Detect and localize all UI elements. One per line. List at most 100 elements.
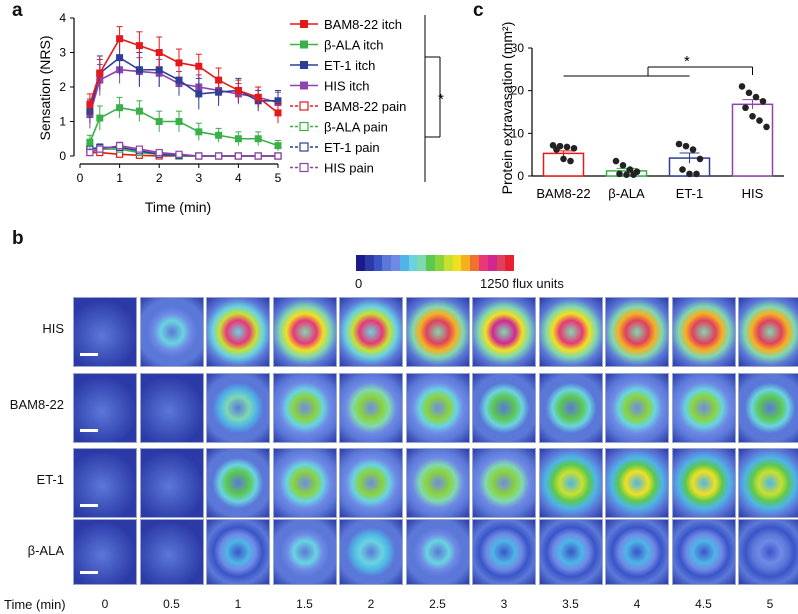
legend-label: ET-1 itch: [324, 58, 375, 73]
data-point: [175, 150, 183, 158]
chart-a-ytick-label: 0: [59, 149, 66, 163]
category-label: BAM8-22: [536, 186, 590, 201]
legend-marker: [299, 101, 309, 111]
heatmap-tile: [73, 448, 137, 518]
chart-a-xtick-label: 3: [195, 171, 202, 185]
data-dot: [619, 162, 627, 169]
category-label: HIS: [742, 186, 764, 201]
data-point: [135, 42, 143, 50]
panel-c-letter: c: [473, 0, 484, 21]
heatmap-tile: [738, 297, 798, 367]
data-dot: [616, 170, 623, 178]
heatmap-tile: [206, 519, 270, 585]
data-point: [155, 118, 163, 125]
data-dot: [682, 142, 690, 150]
row-label-bam8-22: BAM8-22: [9, 397, 64, 412]
data-point: [96, 69, 104, 77]
chart-c-ytick-label: 30: [511, 41, 525, 55]
colorbar-swatch: [356, 255, 365, 271]
chart-a-xtick-label: 5: [275, 171, 282, 185]
time-point-label: 2: [367, 597, 375, 611]
panel-c-bar-chart: 0 10 20 30 BAM8-22 β-ALA ET-1 HIS Protein extra…: [499, 22, 784, 201]
colorbar-swatch: [452, 255, 462, 271]
series-his-pain: [86, 141, 282, 160]
time-point-label: 1.5: [296, 597, 313, 611]
heatmap-tile: [538, 519, 603, 585]
series--ala-itch: [86, 96, 282, 151]
panel-a-letter: a: [12, 0, 23, 21]
data-point: [195, 128, 203, 136]
data-dot: [749, 112, 756, 120]
heatmap-tile: [272, 448, 337, 518]
heatmap-tile: [405, 519, 470, 585]
panel-a-significance: *: [438, 91, 444, 108]
data-dot: [693, 170, 700, 178]
data-dot: [560, 155, 567, 163]
heatmap-tile: [339, 373, 403, 443]
chart-c-ytick-label: 20: [511, 84, 525, 98]
data-point: [175, 118, 183, 125]
chart-a-xlabel: Time (min): [145, 199, 211, 215]
data-point: [155, 148, 163, 157]
heatmap-tile: [538, 297, 603, 367]
heatmap-tile: [738, 519, 798, 585]
panel-c-significance: *: [684, 53, 690, 70]
data-point: [254, 93, 262, 101]
legend-marker: [300, 61, 308, 69]
colorbar: [356, 255, 515, 271]
heatmap-tile: [339, 519, 403, 585]
series-line: [89, 106, 279, 147]
row-label-his: HIS: [42, 321, 64, 336]
legend-marker: [300, 81, 308, 90]
series-et-1-itch: [86, 39, 282, 124]
heatmap-tile: [671, 373, 736, 443]
data-dot: [563, 143, 571, 151]
colorbar-swatch: [487, 255, 497, 271]
data-point: [254, 152, 262, 160]
time-point-label: 4: [633, 597, 641, 611]
scale-bar: [80, 353, 98, 356]
legend-marker: [300, 40, 308, 49]
legend-label: ET-1 pain: [324, 140, 380, 155]
data-dot: [756, 117, 763, 124]
chart-a-ytick-label: 2: [59, 80, 66, 94]
heatmap-tile: [339, 297, 403, 367]
heatmap-tile: [206, 297, 270, 367]
scale-bar: [80, 571, 98, 574]
data-dot: [742, 104, 749, 112]
legend-marker: [299, 142, 309, 152]
heatmap-tile: [472, 448, 536, 518]
colorbar-swatch: [417, 255, 427, 271]
colorbar-swatch: [505, 255, 515, 271]
heatmap-tile: [405, 297, 470, 367]
heatmap-tile: [605, 448, 669, 518]
time-point-label: 4.5: [695, 597, 712, 611]
heatmap-tile: [738, 373, 798, 443]
heatmap-tile: [139, 373, 204, 443]
data-point: [96, 145, 104, 153]
chart-a-xtick-label: 1: [116, 171, 123, 185]
chart-a-xtick-label: 4: [235, 171, 242, 185]
chart-c-ytick-label: 0: [517, 169, 524, 183]
heatmap-tile: [671, 297, 736, 367]
data-point: [175, 59, 183, 67]
chart-c-ytick-label: 10: [511, 126, 525, 140]
data-point: [274, 152, 282, 160]
data-dot: [623, 171, 630, 179]
heatmap-tile: [272, 297, 337, 367]
heatmap-tile: [139, 297, 204, 367]
legend-label: BAM8-22 itch: [324, 17, 402, 32]
chart-a-ytick-label: 3: [59, 46, 66, 60]
heatmap-tile: [472, 297, 536, 367]
data-point: [86, 100, 94, 108]
chart-c-ylabel: Protein extravasation (mm²): [499, 22, 515, 195]
colorbar-swatch: [496, 255, 506, 271]
data-dot: [745, 89, 753, 97]
colorbar-swatch: [364, 255, 374, 271]
data-dot: [630, 171, 637, 179]
colorbar-swatch: [470, 255, 479, 271]
heatmap-tile: [206, 448, 270, 518]
time-point-label: 1: [234, 597, 242, 611]
data-point: [115, 142, 124, 150]
data-dot: [763, 123, 770, 131]
